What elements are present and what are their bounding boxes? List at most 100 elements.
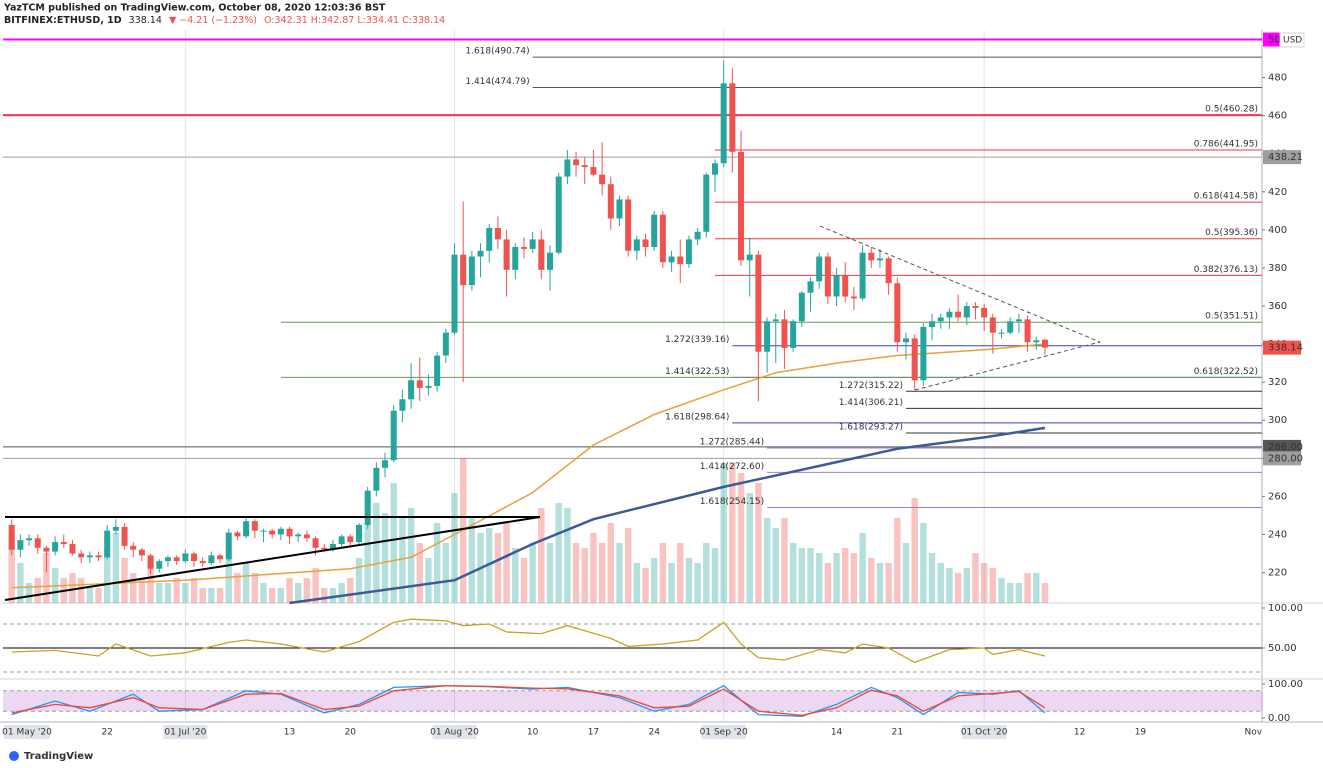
candle-body <box>807 281 814 293</box>
volume-bar <box>920 523 927 603</box>
volume-bar <box>190 578 198 603</box>
corner-label-box <box>4 725 50 739</box>
indicator-line <box>11 684 1046 717</box>
candle-body <box>1024 319 1031 343</box>
volume-bar <box>156 583 163 603</box>
candle-body <box>729 83 736 152</box>
indicator-line <box>11 618 1046 664</box>
candle-body <box>173 557 180 562</box>
candle-body <box>494 227 501 240</box>
volume-bar <box>685 558 693 603</box>
candle-body <box>43 547 50 552</box>
candle-body <box>225 532 232 560</box>
candle-body <box>590 167 597 175</box>
candle-body <box>842 275 849 297</box>
candle-body <box>720 83 727 164</box>
volume-bar <box>486 528 493 603</box>
candle-body <box>911 338 918 381</box>
level-label: 1.618(298.64) <box>665 412 729 422</box>
volume-bar <box>225 558 232 603</box>
volume-bar <box>25 583 33 603</box>
volume-bar <box>277 588 285 603</box>
candle-body <box>69 543 76 554</box>
candle-body <box>599 174 606 185</box>
volume-bar <box>216 588 224 603</box>
volume-bar <box>789 543 797 603</box>
y-tick-label: 300 <box>1268 415 1287 426</box>
candle-body <box>903 338 910 343</box>
candle-body <box>338 536 345 544</box>
volume-bar <box>251 573 258 603</box>
candle-body <box>998 332 1005 334</box>
volume-bar <box>286 578 293 603</box>
candle-body <box>833 275 840 297</box>
candle-body <box>920 326 927 381</box>
volume-bar <box>312 568 319 603</box>
volume-bar <box>112 533 120 603</box>
candle-body <box>286 528 293 537</box>
candle-body <box>295 534 302 537</box>
corner-label: 01 May '20 <box>2 728 52 738</box>
symbol: BITFINEX:ETHUSD, 1D <box>4 15 122 26</box>
y-tick-label: 260 <box>1268 491 1287 502</box>
volume-bar <box>763 518 771 603</box>
volume-bar <box>833 553 840 603</box>
candle-body <box>442 332 449 356</box>
volume-bar <box>1033 573 1040 603</box>
volume-bar <box>373 503 380 603</box>
candle-body <box>86 555 93 558</box>
volume-bar <box>781 518 788 603</box>
candle-body <box>460 254 467 286</box>
volume-bar <box>616 543 623 603</box>
candle-body <box>764 321 771 352</box>
candle-body <box>677 256 684 265</box>
volume-bar <box>807 548 814 603</box>
candle-body <box>1015 319 1022 322</box>
candle-body <box>26 538 33 541</box>
volume-bar <box>1015 583 1023 603</box>
volume-bar <box>34 578 41 603</box>
candle-body <box>955 311 962 318</box>
candle-body <box>607 184 614 219</box>
x-tick-label: 13 <box>284 728 295 738</box>
axis-box <box>1263 150 1301 165</box>
x-tick-label: 01 Jul '20 <box>164 728 206 738</box>
candle-body <box>355 524 362 543</box>
candle-body <box>538 239 545 270</box>
axis-box-label: 280.00 <box>1268 453 1303 464</box>
level-label: 0.618(322.52) <box>1194 367 1258 377</box>
candle-body <box>781 319 788 348</box>
candle-body <box>876 258 883 261</box>
candle-body <box>711 163 718 175</box>
volume-bar <box>989 568 997 603</box>
volume-bar <box>147 563 154 603</box>
triangle-line <box>914 341 1101 391</box>
candle-body <box>816 256 823 282</box>
volume-bar <box>954 573 962 603</box>
level-label: 1.618(490.74) <box>465 47 529 57</box>
candle-body <box>529 239 536 249</box>
candle-body <box>34 538 41 548</box>
candle-body <box>929 321 936 327</box>
symbol-line: BITFINEX:ETHUSD, 1D 338.14 ▼ −4.21 (−1.2… <box>4 15 445 26</box>
volume-bar <box>659 543 667 603</box>
volume-bar <box>677 543 684 603</box>
candle-body <box>243 521 250 537</box>
candle-body <box>642 239 649 248</box>
volume-bar <box>798 548 806 603</box>
last-price-label: 338.14 <box>1268 343 1303 354</box>
volume-bar <box>598 543 606 603</box>
moving-average <box>289 426 1046 605</box>
candle-body <box>408 380 415 400</box>
volume-bar <box>17 563 24 603</box>
brand: TradingView <box>24 751 93 762</box>
volume-bar <box>590 533 597 603</box>
y-tick-label: 100.00 <box>1268 603 1303 614</box>
axis-box <box>1263 439 1301 454</box>
candle-body <box>303 534 310 539</box>
volume-bar <box>946 568 953 603</box>
candle-body <box>477 250 484 257</box>
candle-body <box>633 239 640 251</box>
volume-bar <box>69 573 76 603</box>
